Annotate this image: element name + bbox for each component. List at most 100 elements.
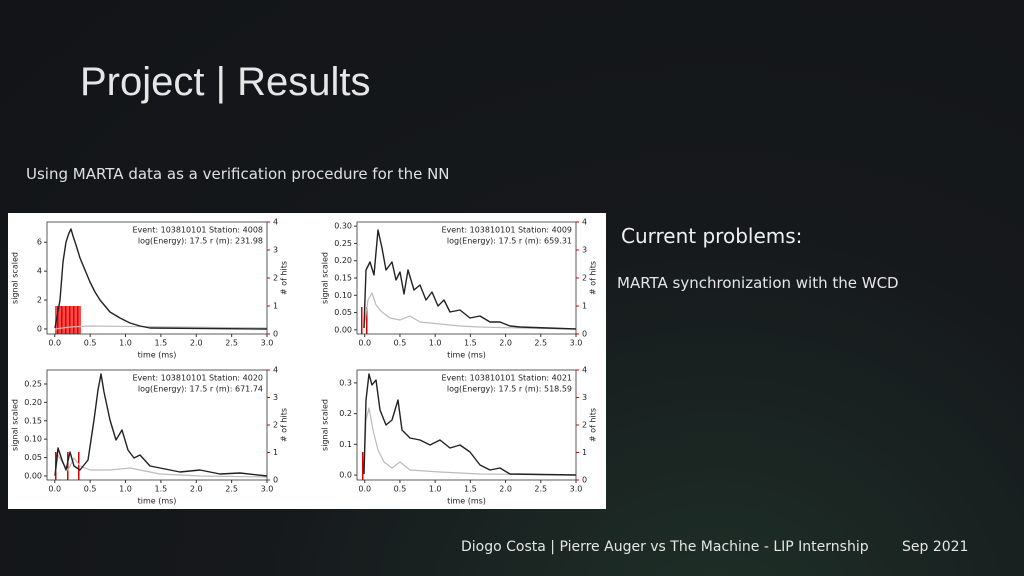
y-tick-label: 0.15 bbox=[334, 274, 352, 283]
y-tick-label: 0.10 bbox=[24, 435, 42, 444]
curve-grey bbox=[363, 407, 577, 476]
y2-tick-label: 4 bbox=[273, 366, 278, 375]
footer: Diogo Costa | Pierre Auger vs The Machin… bbox=[461, 539, 869, 555]
title: Project | Results bbox=[80, 60, 371, 104]
y-tick-label: 0.25 bbox=[334, 239, 352, 248]
x-tick-label: 3.0 bbox=[261, 339, 274, 348]
y-tick-label: 0.2 bbox=[339, 409, 352, 418]
x-tick-label: 1.0 bbox=[119, 485, 132, 494]
curve-grey bbox=[54, 325, 268, 330]
x-tick-label: 0.0 bbox=[358, 339, 371, 348]
y2-tick-label: 2 bbox=[582, 274, 587, 283]
x-tick-label: 0.0 bbox=[48, 339, 61, 348]
hit-bars bbox=[55, 306, 81, 334]
y2-axis-label: # of hits bbox=[280, 408, 289, 442]
y2-axis-label: # of hits bbox=[589, 261, 598, 295]
x-tick-label: 1.0 bbox=[119, 339, 132, 348]
y2-tick-label: 4 bbox=[582, 218, 587, 227]
y2-tick-label: 0 bbox=[582, 330, 587, 339]
subtitle: Using MARTA data as a verification proce… bbox=[26, 165, 450, 183]
x-tick-label: 1.5 bbox=[464, 485, 477, 494]
side-text: MARTA synchronization with the WCD bbox=[617, 274, 899, 292]
curve-black bbox=[363, 229, 577, 330]
y-axis-label: signal scaled bbox=[321, 252, 330, 304]
y2-tick-label: 0 bbox=[273, 476, 278, 485]
y-axis-label: signal scaled bbox=[321, 399, 330, 451]
footer-date: Sep 2021 bbox=[902, 539, 969, 555]
y-tick-label: 0.00 bbox=[334, 325, 352, 334]
info-label: log(Energy): 17.5 r (m): 671.74 bbox=[138, 385, 263, 394]
x-tick-label: 0.0 bbox=[358, 485, 371, 494]
y-tick-label: 0.10 bbox=[334, 291, 352, 300]
info-label: log(Energy): 17.5 r (m): 231.98 bbox=[138, 237, 263, 246]
y2-tick-label: 0 bbox=[582, 476, 587, 485]
curve-grey bbox=[363, 292, 577, 330]
y-tick-label: 4 bbox=[37, 267, 42, 276]
y-tick-label: 0.05 bbox=[24, 453, 42, 462]
y-tick-label: 0.0 bbox=[339, 471, 352, 480]
x-tick-label: 3.0 bbox=[570, 485, 583, 494]
y-tick-label: 0.05 bbox=[334, 308, 352, 317]
y2-tick-label: 2 bbox=[273, 421, 278, 430]
y2-tick-label: 4 bbox=[582, 366, 587, 375]
x-tick-label: 1.0 bbox=[429, 485, 442, 494]
x-tick-label: 0.5 bbox=[394, 339, 407, 348]
event-label: Event: 103810101 Station: 4008 bbox=[132, 226, 263, 235]
y-tick-label: 0.30 bbox=[334, 222, 352, 231]
y2-tick-label: 2 bbox=[273, 274, 278, 283]
x-tick-label: 2.0 bbox=[190, 339, 203, 348]
x-tick-label: 0.5 bbox=[84, 339, 97, 348]
y-tick-label: 0.1 bbox=[339, 440, 352, 449]
curve-grey bbox=[54, 454, 268, 478]
x-tick-label: 0.0 bbox=[48, 485, 61, 494]
y-tick-label: 0.00 bbox=[24, 471, 42, 480]
y2-tick-label: 3 bbox=[273, 393, 278, 402]
x-tick-label: 2.5 bbox=[534, 485, 547, 494]
y-tick-label: 0 bbox=[37, 324, 42, 333]
y2-tick-label: 3 bbox=[582, 393, 587, 402]
x-tick-label: 2.5 bbox=[225, 339, 238, 348]
y2-axis-label: # of hits bbox=[280, 261, 289, 295]
y-tick-label: 0.20 bbox=[24, 398, 42, 407]
y2-tick-label: 1 bbox=[582, 302, 587, 311]
event-label: Event: 103810101 Station: 4020 bbox=[132, 374, 263, 383]
x-tick-label: 2.0 bbox=[499, 485, 512, 494]
y2-tick-label: 4 bbox=[273, 218, 278, 227]
x-tick-label: 1.5 bbox=[155, 339, 168, 348]
y2-tick-label: 1 bbox=[582, 448, 587, 457]
curves bbox=[54, 228, 577, 480]
side-heading: Current problems: bbox=[621, 224, 803, 248]
x-tick-label: 1.5 bbox=[464, 339, 477, 348]
y2-tick-label: 1 bbox=[273, 302, 278, 311]
y2-tick-label: 1 bbox=[273, 448, 278, 457]
curve-black bbox=[54, 373, 268, 477]
x-tick-label: 1.5 bbox=[155, 485, 168, 494]
y2-tick-label: 3 bbox=[273, 246, 278, 255]
curve-black bbox=[363, 373, 577, 476]
info-label: log(Energy): 17.5 r (m): 518.59 bbox=[447, 385, 572, 394]
info-label: log(Energy): 17.5 r (m): 659.31 bbox=[447, 237, 572, 246]
y-tick-label: 6 bbox=[37, 238, 42, 247]
event-label: Event: 103810101 Station: 4009 bbox=[441, 226, 572, 235]
y2-tick-label: 2 bbox=[582, 421, 587, 430]
x-tick-label: 0.5 bbox=[84, 485, 97, 494]
x-axis-label: time (ms) bbox=[138, 497, 177, 506]
x-axis-label: time (ms) bbox=[138, 351, 177, 360]
y-tick-label: 0.20 bbox=[334, 256, 352, 265]
y-tick-label: 0.15 bbox=[24, 416, 42, 425]
y2-axis-label: # of hits bbox=[589, 408, 598, 442]
y-axis-label: signal scaled bbox=[11, 399, 20, 451]
figure-background bbox=[8, 213, 606, 509]
y-tick-label: 2 bbox=[37, 296, 42, 305]
x-tick-label: 0.5 bbox=[394, 485, 407, 494]
x-tick-label: 2.5 bbox=[225, 485, 238, 494]
x-tick-label: 1.0 bbox=[429, 339, 442, 348]
x-tick-label: 2.0 bbox=[499, 339, 512, 348]
y-axis-label: signal scaled bbox=[11, 252, 20, 304]
event-label: Event: 103810101 Station: 4021 bbox=[441, 374, 572, 383]
y2-tick-label: 0 bbox=[273, 330, 278, 339]
y-tick-label: 0.25 bbox=[24, 379, 42, 388]
x-tick-label: 2.5 bbox=[534, 339, 547, 348]
